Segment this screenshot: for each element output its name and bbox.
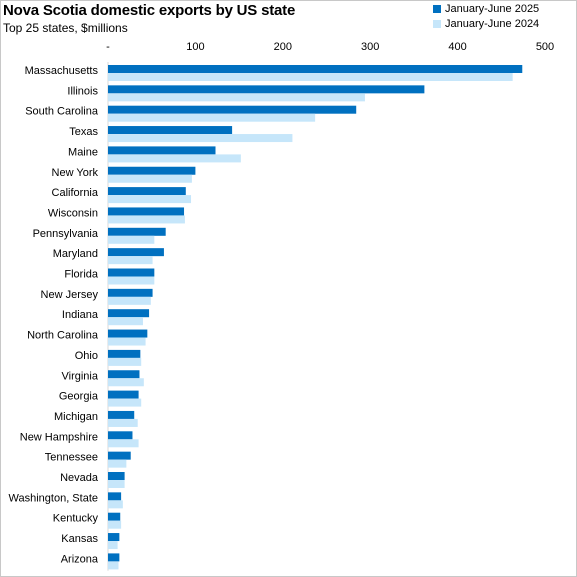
category-label: Michigan xyxy=(54,411,98,423)
chart-title: Nova Scotia domestic exports by US state xyxy=(3,2,296,19)
bar-2025 xyxy=(108,512,121,521)
legend-label-2024: January-June 2024 xyxy=(445,17,540,30)
bar-2025 xyxy=(108,85,425,94)
bar-2025 xyxy=(108,349,141,358)
bar-2025 xyxy=(108,553,120,562)
x-tick-label: 200 xyxy=(274,41,292,53)
x-tick-label: - xyxy=(106,41,110,53)
chart-subtitle: Top 25 states, $millions xyxy=(3,21,128,35)
bar-2024 xyxy=(108,439,139,448)
bar-2025 xyxy=(108,207,185,216)
category-label: New York xyxy=(52,167,99,179)
category-label: Maryland xyxy=(53,248,98,260)
legend-item-2025: January-June 2025 xyxy=(433,1,539,16)
bar-2024 xyxy=(108,317,143,326)
category-label: Illinois xyxy=(67,85,98,97)
bar-2024 xyxy=(108,398,142,407)
category-label: Kansas xyxy=(61,533,98,545)
bar-2024 xyxy=(108,337,146,346)
category-label: Florida xyxy=(64,269,99,281)
bar-2024 xyxy=(108,235,155,244)
bar-2024 xyxy=(108,500,123,509)
bar-2024 xyxy=(108,276,155,285)
bar-2024 xyxy=(108,134,293,143)
bar-2025 xyxy=(108,309,150,318)
legend-item-2024: January-June 2024 xyxy=(433,16,539,31)
category-label: Pennsylvania xyxy=(33,228,99,240)
bar-2024 xyxy=(108,459,127,468)
category-label: Georgia xyxy=(59,391,99,403)
bar-2025 xyxy=(108,390,139,399)
category-label: Kentucky xyxy=(53,513,99,525)
bar-2024 xyxy=(108,378,144,387)
bar-2025 xyxy=(108,146,216,155)
bar-2024 xyxy=(108,541,118,550)
bar-2025 xyxy=(108,492,122,501)
bar-2024 xyxy=(108,113,316,122)
x-tick-label: 400 xyxy=(448,41,466,53)
bar-2025 xyxy=(108,227,166,236)
category-label: New Hampshire xyxy=(20,431,98,443)
category-label: Massachusetts xyxy=(25,65,99,77)
bar-2025 xyxy=(108,451,131,460)
bar-2025 xyxy=(108,533,120,542)
bar-2024 xyxy=(108,73,513,81)
bar-2024 xyxy=(108,357,142,366)
bar-2025 xyxy=(108,248,164,257)
legend-label-2025: January-June 2025 xyxy=(445,2,540,15)
bar-2025 xyxy=(108,268,155,277)
category-label: Maine xyxy=(68,146,98,158)
category-label: Indiana xyxy=(62,309,99,321)
category-label: Washington, State xyxy=(9,492,98,504)
category-label: California xyxy=(52,187,99,199)
legend-swatch-2024 xyxy=(433,19,441,28)
category-label: Nevada xyxy=(60,472,99,484)
bar-2025 xyxy=(108,431,133,440)
bar-2025 xyxy=(108,410,135,419)
bar-2024 xyxy=(108,215,185,224)
category-label: Wisconsin xyxy=(48,207,98,219)
bar-2025 xyxy=(108,472,125,480)
x-tick-label: 500 xyxy=(536,41,554,53)
category-label: Texas xyxy=(69,126,98,138)
category-label: New Jersey xyxy=(41,289,99,301)
bar-2025 xyxy=(108,329,148,338)
bar-2025 xyxy=(108,288,153,297)
bar-2025 xyxy=(108,65,523,73)
legend: January-June 2025 January-June 2024 xyxy=(433,1,539,31)
category-label: Ohio xyxy=(75,350,98,362)
bar-2024 xyxy=(108,174,192,183)
bar-2024 xyxy=(108,520,122,529)
category-label: South Carolina xyxy=(25,106,99,118)
bar-2024 xyxy=(108,561,119,570)
bar-2024 xyxy=(108,480,125,488)
category-label: North Carolina xyxy=(27,330,99,342)
x-tick-label: 100 xyxy=(186,41,204,53)
bar-2025 xyxy=(108,187,186,196)
bar-2024 xyxy=(108,93,365,102)
bar-2024 xyxy=(108,256,153,265)
bar-2024 xyxy=(108,195,192,204)
bar-2024 xyxy=(108,418,138,427)
bar-2025 xyxy=(108,105,357,114)
category-label: Tennessee xyxy=(45,452,98,464)
category-label: Virginia xyxy=(62,370,99,382)
x-tick-label: 300 xyxy=(361,41,379,53)
bar-2025 xyxy=(108,370,140,379)
bar-2025 xyxy=(108,126,233,135)
category-label: Arizona xyxy=(61,553,99,565)
bar-2024 xyxy=(108,296,151,305)
bar-2025 xyxy=(108,166,196,175)
bar-2024 xyxy=(108,154,241,163)
legend-swatch-2025 xyxy=(433,4,441,13)
